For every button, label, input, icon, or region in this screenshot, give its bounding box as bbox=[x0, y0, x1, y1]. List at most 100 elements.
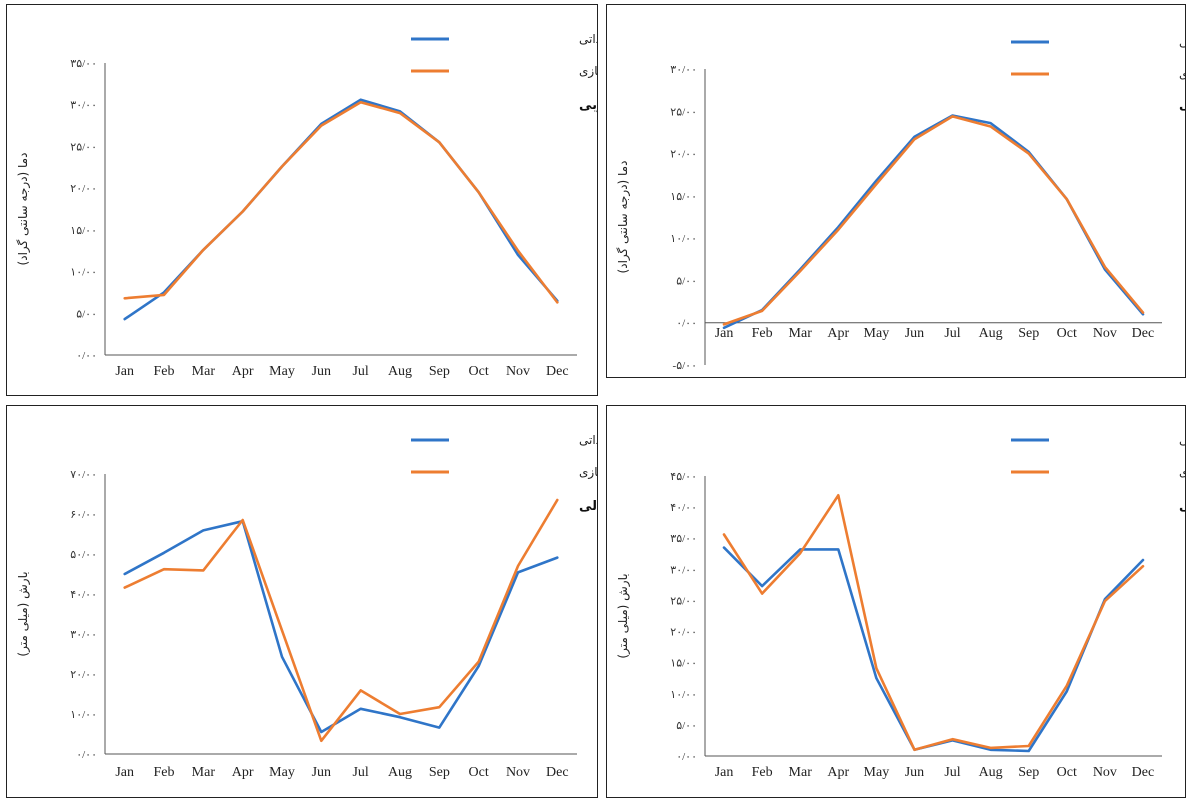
legend-label-simulated: میانگین شبیه سازی bbox=[1179, 465, 1185, 480]
series-line-simulated bbox=[722, 115, 1145, 326]
x-tick-label: Dec bbox=[1132, 326, 1155, 341]
y-tick-label: ۵/۰۰ bbox=[76, 308, 97, 320]
series-line-observed bbox=[123, 98, 559, 321]
precip-north-chart: ۰/۰۰ ۱۰/۰۰ ۲۰/۰۰ ۳۰/۰۰ ۴۰/۰۰ ۵۰/۰۰ ۶۰/۰۰ ۷۰/۰۰ J… bbox=[16, 433, 597, 780]
y-axis-title: بارش (میلی متر) bbox=[16, 571, 31, 656]
x-tick-label: Nov bbox=[506, 765, 530, 780]
x-tick-label: Nov bbox=[1093, 765, 1117, 780]
region-label: حوضه جنوبی bbox=[579, 98, 597, 113]
x-tick-label: Sep bbox=[1018, 765, 1039, 780]
y-tick-label: ۰/۰۰ bbox=[676, 751, 697, 763]
legend-label-observed: میانگین مشاهداتی bbox=[1179, 35, 1185, 50]
temp-south-chart: ۰/۰۰ ۵/۰۰ ۱۰/۰۰ ۱۵/۰۰ ۲۰/۰۰ ۲۵/۰۰ ۳۰/۰۰ ۳۵/۰۰ Ja… bbox=[16, 32, 597, 379]
y-tick-label: ۰/۰۰ bbox=[76, 350, 97, 362]
y-tick-label: ۴۵/۰۰ bbox=[670, 471, 697, 483]
series-line-observed bbox=[722, 546, 1145, 753]
x-tick-label: Oct bbox=[1057, 326, 1077, 341]
x-tick-label: Jun bbox=[905, 326, 924, 341]
x-tick-label: Apr bbox=[232, 765, 254, 780]
y-tick-label: ۱۵/۰۰ bbox=[670, 658, 697, 670]
y-tick-label: ۱۰/۰۰ bbox=[70, 267, 97, 279]
y-tick-label: ۰/۰۰ bbox=[676, 318, 697, 330]
x-tick-label: Aug bbox=[979, 765, 1003, 780]
x-tick-label: Oct bbox=[469, 364, 489, 379]
x-tick-label: Sep bbox=[1018, 326, 1039, 341]
x-tick-label: Aug bbox=[388, 364, 412, 379]
y-tick-label: ۳۵/۰۰ bbox=[670, 533, 697, 545]
temp-north-chart: -۵/۰۰ ۰/۰۰ ۵/۰۰ ۱۰/۰۰ ۱۵/۰۰ ۲۰/۰۰ ۲۵/۰۰ ۳۰/۰۰ Ja… bbox=[616, 35, 1185, 372]
x-tick-label: Mar bbox=[192, 765, 216, 780]
x-tick-label: Mar bbox=[789, 326, 813, 341]
x-tick-label: Jul bbox=[352, 765, 368, 780]
y-tick-label: ۶۰/۰۰ bbox=[70, 509, 97, 521]
x-tick-label: Jan bbox=[115, 364, 134, 379]
x-tick-label: May bbox=[864, 765, 890, 780]
x-tick-label: Dec bbox=[546, 765, 569, 780]
x-tick-label: Feb bbox=[752, 765, 773, 780]
y-tick-label: ۱۰/۰۰ bbox=[670, 689, 697, 701]
y-tick-label: ۷۰/۰۰ bbox=[70, 469, 97, 481]
x-tick-label: May bbox=[269, 765, 295, 780]
x-tick-label: Mar bbox=[192, 364, 216, 379]
x-tick-label: Jul bbox=[944, 326, 960, 341]
chart-panel-precip-south: ۰/۰۰ ۵/۰۰ ۱۰/۰۰ ۱۵/۰۰ ۲۰/۰۰ ۲۵/۰۰ ۳۰/۰۰ ۳۵/۰۰ ۴۰… bbox=[606, 405, 1186, 798]
x-tick-label: Dec bbox=[1132, 765, 1155, 780]
y-tick-label: ۳۰/۰۰ bbox=[670, 564, 697, 576]
y-tick-label: ۲۰/۰۰ bbox=[70, 183, 97, 195]
y-tick-label: ۲۵/۰۰ bbox=[670, 595, 697, 607]
y-tick-label: ۱۰/۰۰ bbox=[670, 233, 697, 245]
x-tick-label: Jul bbox=[352, 364, 368, 379]
x-tick-label: Oct bbox=[469, 765, 489, 780]
y-tick-label: ۳۵/۰۰ bbox=[70, 58, 97, 70]
y-tick-label: ۳۰/۰۰ bbox=[70, 100, 97, 112]
x-tick-label: Dec bbox=[546, 364, 569, 379]
x-tick-label: Aug bbox=[388, 765, 412, 780]
y-tick-label: ۲۵/۰۰ bbox=[70, 141, 97, 153]
y-axis-title: دما (درجه سانتی گراد) bbox=[16, 153, 31, 266]
y-axis-title: دما (درجه سانتی گراد) bbox=[616, 161, 631, 274]
legend-label-observed: میانگین مشاهداتی bbox=[579, 32, 597, 47]
precip-south-chart: ۰/۰۰ ۵/۰۰ ۱۰/۰۰ ۱۵/۰۰ ۲۰/۰۰ ۲۵/۰۰ ۳۰/۰۰ ۳۵/۰۰ ۴۰… bbox=[616, 433, 1185, 780]
x-tick-label: Feb bbox=[154, 364, 175, 379]
x-tick-label: Jun bbox=[905, 765, 924, 780]
x-tick-label: Jul bbox=[944, 765, 960, 780]
y-tick-label: ۵۰/۰۰ bbox=[70, 549, 97, 561]
x-tick-label: Aug bbox=[979, 326, 1003, 341]
x-tick-label: Jan bbox=[715, 765, 734, 780]
y-tick-label: -۵/۰۰ bbox=[673, 360, 697, 372]
x-tick-label: Oct bbox=[1057, 765, 1077, 780]
x-tick-label: Sep bbox=[429, 364, 450, 379]
x-tick-label: May bbox=[864, 326, 890, 341]
region-label: حوضه جنوبی bbox=[1179, 499, 1185, 514]
y-tick-label: ۳۰/۰۰ bbox=[70, 629, 97, 641]
chart-panel-temp-south: ۰/۰۰ ۵/۰۰ ۱۰/۰۰ ۱۵/۰۰ ۲۰/۰۰ ۲۵/۰۰ ۳۰/۰۰ ۳۵/۰۰ Ja… bbox=[6, 4, 598, 396]
x-tick-label: Mar bbox=[789, 765, 813, 780]
legend-label-simulated: میانگین شبیه سازی bbox=[1179, 67, 1185, 82]
y-tick-label: ۲۵/۰۰ bbox=[670, 106, 697, 118]
x-tick-label: Feb bbox=[752, 326, 773, 341]
x-tick-label: Apr bbox=[827, 765, 849, 780]
x-tick-label: Nov bbox=[1093, 326, 1117, 341]
y-tick-label: ۲۰/۰۰ bbox=[670, 149, 697, 161]
x-tick-label: Jun bbox=[312, 364, 331, 379]
y-tick-label: ۰/۰۰ bbox=[76, 749, 97, 761]
legend-label-observed: میانگین مشاهداتی bbox=[579, 433, 597, 448]
x-tick-label: Jan bbox=[115, 765, 134, 780]
region-label: حوضه شمالی bbox=[579, 499, 597, 514]
legend-label-simulated: میانگین شبیه سازی bbox=[579, 465, 597, 480]
series-line-simulated bbox=[722, 494, 1145, 752]
legend-label-observed: میانگین مشاهداتی bbox=[1179, 433, 1185, 448]
legend-label-simulated: میانگین شبیه سازی bbox=[579, 64, 597, 79]
y-tick-label: ۱۵/۰۰ bbox=[670, 191, 697, 203]
x-tick-label: May bbox=[269, 364, 295, 379]
y-tick-label: ۵/۰۰ bbox=[676, 275, 697, 287]
x-tick-label: Feb bbox=[154, 765, 175, 780]
chart-panel-precip-north: ۰/۰۰ ۱۰/۰۰ ۲۰/۰۰ ۳۰/۰۰ ۴۰/۰۰ ۵۰/۰۰ ۶۰/۰۰ ۷۰/۰۰ J… bbox=[6, 405, 598, 798]
y-tick-label: ۵/۰۰ bbox=[676, 720, 697, 732]
x-tick-label: Sep bbox=[429, 765, 450, 780]
y-axis-title: بارش (میلی متر) bbox=[616, 573, 631, 658]
region-label: حوضه شمالی bbox=[1179, 98, 1185, 113]
y-tick-label: ۳۰/۰۰ bbox=[670, 64, 697, 76]
series-line-simulated bbox=[123, 100, 559, 304]
chart-panel-temp-north: -۵/۰۰ ۰/۰۰ ۵/۰۰ ۱۰/۰۰ ۱۵/۰۰ ۲۰/۰۰ ۲۵/۰۰ ۳۰/۰۰ Ja… bbox=[606, 4, 1186, 378]
